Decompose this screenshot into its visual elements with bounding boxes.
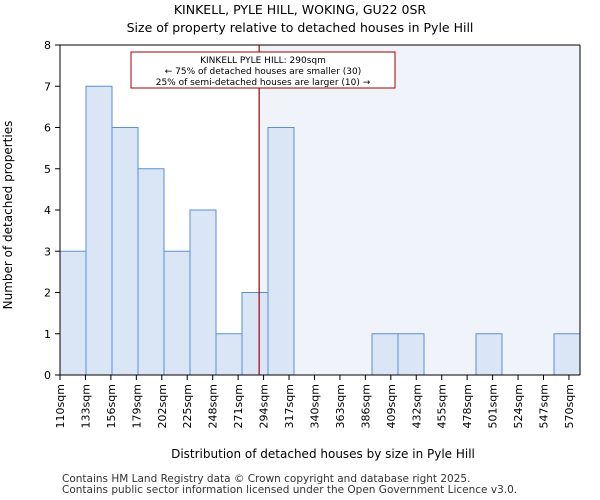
x-tick-label: 363sqm <box>334 384 347 428</box>
x-tick-label: 409sqm <box>385 384 398 428</box>
bar-248sqm <box>215 333 243 376</box>
bar-271sqm <box>241 292 269 376</box>
x-tick-label: 294sqm <box>258 384 271 428</box>
x-tick-label: 432sqm <box>410 384 423 428</box>
bar-133sqm <box>85 85 113 376</box>
y-tick-label: 3 <box>44 245 51 258</box>
x-tick-label: 455sqm <box>436 384 449 428</box>
bar-179sqm <box>137 168 165 376</box>
y-ticks-group: 0 1 2 3 4 5 6 7 8 <box>44 39 60 382</box>
y-tick-label: 7 <box>44 80 51 93</box>
x-tick-label: 179sqm <box>130 384 143 428</box>
bar-156sqm <box>111 127 139 376</box>
y-tick-label: 1 <box>44 328 51 341</box>
x-tick-label: 248sqm <box>207 384 220 428</box>
footer-line-1: Contains HM Land Registry data © Crown c… <box>62 473 470 485</box>
x-tick-label: 524sqm <box>512 384 525 428</box>
annotation-line-3: 25% of semi-detached houses are larger (… <box>156 78 371 88</box>
y-tick-label: 8 <box>44 39 51 52</box>
footer-line-2: Contains public sector information licen… <box>62 484 517 496</box>
y-tick-label: 6 <box>44 122 51 135</box>
bar-386sqm <box>371 333 399 376</box>
bars-group <box>59 85 581 376</box>
x-ticks-group: 110sqm 133sqm 156sqm 179sqm 202sqm 225sqm 248s… <box>54 375 576 428</box>
y-tick-label: 5 <box>44 163 51 176</box>
bar-478sqm <box>475 333 503 376</box>
y-tick-label: 2 <box>44 287 51 300</box>
x-tick-label: 547sqm <box>537 384 550 428</box>
annotation-line-1: KINKELL PYLE HILL: 290sqm <box>200 56 326 66</box>
x-tick-label: 478sqm <box>461 384 474 428</box>
x-axis-label: Distribution of detached houses by size … <box>171 447 475 461</box>
x-tick-label: 110sqm <box>54 384 67 428</box>
larger-properties-shading <box>259 45 580 375</box>
chart-title: KINKELL, PYLE HILL, WOKING, GU22 0SR <box>174 2 427 17</box>
bar-225sqm <box>189 209 217 376</box>
y-tick-label: 0 <box>44 369 51 382</box>
bar-409sqm <box>397 333 425 376</box>
x-tick-label: 225sqm <box>181 384 194 428</box>
x-tick-label: 570sqm <box>563 384 576 428</box>
x-tick-label: 133sqm <box>79 384 92 428</box>
annotation-box: KINKELL PYLE HILL: 290sqm ← 75% of detac… <box>130 51 396 89</box>
x-tick-label: 386sqm <box>359 384 372 428</box>
x-tick-label: 202sqm <box>156 384 169 428</box>
chart-subtitle: Size of property relative to detached ho… <box>127 20 474 35</box>
annotation-frame <box>130 51 396 89</box>
y-tick-label: 4 <box>44 204 51 217</box>
x-tick-label: 156sqm <box>105 384 118 428</box>
x-tick-label: 501sqm <box>487 384 500 428</box>
x-tick-label: 317sqm <box>283 384 296 428</box>
annotation-line-2: ← 75% of detached houses are smaller (30… <box>165 67 362 77</box>
bar-202sqm <box>163 250 191 376</box>
bar-110sqm <box>59 250 87 376</box>
x-tick-label: 340sqm <box>308 384 321 428</box>
bar-294sqm <box>267 127 295 376</box>
bar-547sqm <box>553 333 581 376</box>
x-tick-label: 271sqm <box>232 384 245 428</box>
y-axis-label: Number of detached properties <box>1 121 15 310</box>
